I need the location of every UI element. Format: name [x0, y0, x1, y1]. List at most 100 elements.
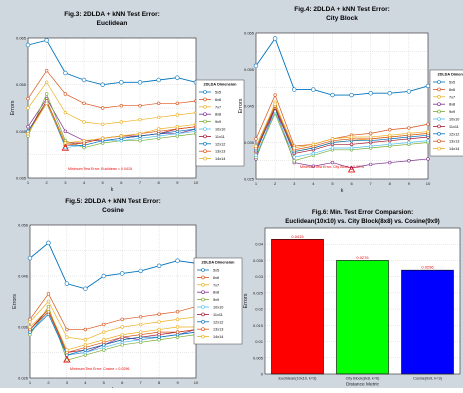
y-tick-label: 0.005 [253, 355, 264, 360]
legend-swatch-marker [437, 95, 441, 99]
legend-entry: 7x7 [449, 95, 455, 99]
data-point [63, 70, 68, 76]
series-line [255, 37, 429, 96]
data-point [65, 335, 69, 339]
data-point [311, 164, 316, 168]
chart-fig5: Fig.5: 2DLDA + kNN Test Error: Cosine 0.02… [12, 198, 243, 393]
x-tick-label: City Block(8x8, k=6) [346, 377, 381, 381]
data-point [44, 68, 49, 73]
legend-entry: 7x7 [213, 283, 219, 287]
legend-swatch-marker [203, 90, 207, 94]
data-point [388, 142, 392, 147]
data-point [406, 89, 412, 94]
y-tick-label: 0.055 [244, 67, 255, 72]
data-point [44, 38, 49, 43]
data-point [138, 268, 143, 274]
x-tick-label: 6 [121, 380, 124, 385]
series-line [27, 102, 197, 146]
data-point [407, 131, 411, 136]
legend-entry: 13x13 [213, 328, 223, 332]
y-tick-label: 0.035 [253, 258, 264, 263]
series-line [27, 39, 197, 86]
data-point [426, 122, 430, 126]
legend-swatch-marker [201, 312, 205, 317]
legend-swatch-marker [437, 109, 441, 114]
legend-entry: 10x10 [215, 128, 225, 132]
legend-swatch-marker [201, 334, 205, 339]
data-point [65, 358, 69, 362]
series-line [29, 242, 197, 290]
data-point [311, 142, 316, 147]
data-point [273, 93, 277, 97]
y-tick-label: 0.065 [16, 36, 27, 41]
data-point [349, 92, 354, 98]
series-line [27, 81, 197, 125]
y-tick-label: 0.04 [255, 242, 264, 247]
data-point [349, 135, 354, 139]
data-point [175, 330, 180, 334]
data-point [138, 103, 142, 108]
y-tick-label: 0.036 [18, 325, 29, 330]
legend-entry: 8x8 [213, 291, 219, 295]
data-point [330, 92, 335, 98]
y-axis-label: Errors [238, 98, 244, 113]
min-error-marker [61, 143, 70, 151]
legend-swatch-marker [437, 146, 441, 151]
legend-swatch-marker [201, 319, 205, 324]
legend: 2DLDA Dimension 5x5 6x6 7x7 8x8 9x9 10x10 11x11… [193, 257, 243, 345]
y-tick-label: 0 [261, 372, 264, 377]
x-tick-label: 6 [120, 180, 123, 185]
legend-swatch-marker [437, 139, 441, 143]
y-tick-label: 0.046 [18, 274, 29, 279]
data-point [119, 120, 124, 124]
plot-frame [264, 227, 461, 375]
data-point [100, 136, 105, 141]
x-tick-label: 4 [83, 180, 86, 185]
y-axis-label: Errors [10, 100, 16, 115]
data-point [254, 137, 258, 141]
data-point [330, 146, 335, 150]
legend-swatch-marker [437, 117, 441, 121]
y-tick-label: 0.065 [244, 31, 255, 36]
x-tick-label: 7 [139, 180, 142, 185]
data-point [120, 271, 125, 276]
data-point [120, 325, 124, 329]
data-point [46, 292, 51, 296]
legend-swatch-marker [201, 275, 205, 280]
x-tick-label: 8 [158, 180, 161, 185]
legend-swatch-marker [203, 127, 207, 131]
data-point [138, 330, 143, 334]
data-point [137, 80, 143, 85]
legend-entry: 14x14 [215, 157, 225, 161]
chart-subtitle: City Block [326, 15, 358, 22]
series-line [29, 311, 197, 353]
x-tick-label: 9 [176, 380, 179, 385]
legend-entry: 8x8 [215, 113, 221, 117]
series-5x5 [253, 36, 431, 98]
data-point [387, 91, 392, 96]
data-point [311, 151, 316, 156]
series-line [255, 110, 429, 158]
min-error-annotation: Minimum Test Error: City Block = 0.0276 [300, 165, 364, 169]
min-error-annotation: Minimum Test Error: Cosine = 0.0296 [70, 367, 129, 371]
series-14x14 [28, 307, 198, 352]
legend-entry: 13x13 [449, 140, 459, 144]
series-line [27, 102, 197, 144]
legend-title: 2DLDA Dimension [438, 73, 463, 77]
legend-entry: 12x12 [449, 132, 459, 136]
series-5x5 [25, 38, 199, 87]
legend-entry: 11x11 [215, 135, 225, 139]
data-point [27, 255, 33, 261]
bar-value-label: 0.0276 [356, 255, 369, 260]
legend-entry: 9x9 [215, 120, 221, 124]
x-tick-label: 7 [140, 380, 143, 385]
legend-entry: 11x11 [449, 125, 459, 129]
legend-entry: 14x14 [449, 147, 459, 151]
y-tick-label: 0.056 [18, 223, 29, 228]
data-point [138, 131, 142, 136]
data-point [311, 87, 316, 92]
legend-entry: 8x8 [449, 103, 455, 107]
data-point [63, 129, 68, 134]
legend-swatch-marker [437, 87, 441, 92]
